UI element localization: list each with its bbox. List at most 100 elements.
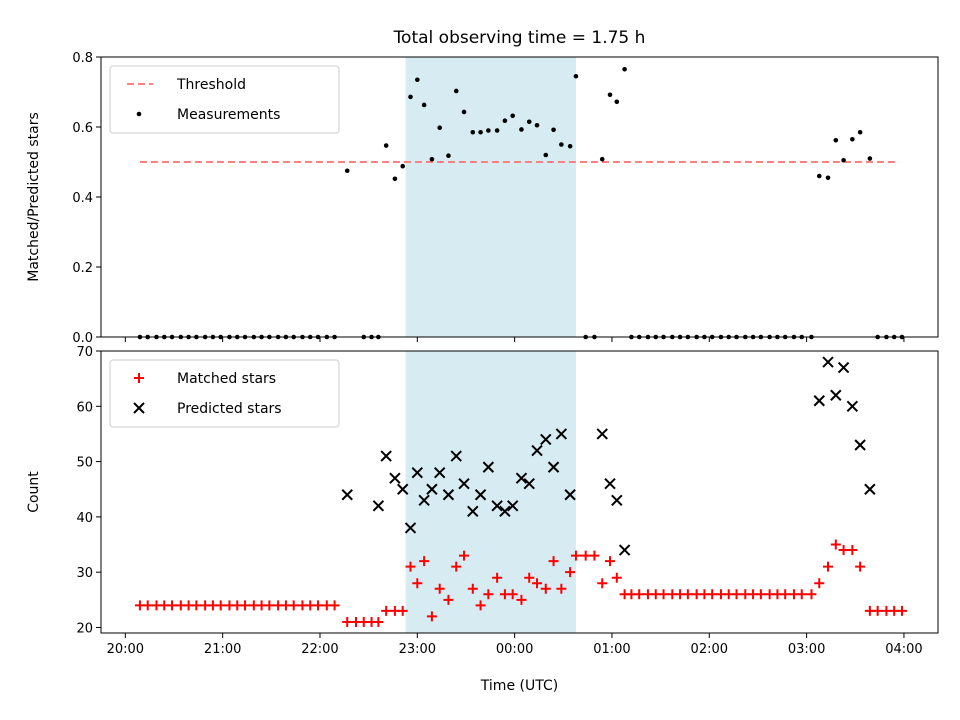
data-point [412, 578, 423, 589]
data-point [543, 152, 549, 158]
data-point [618, 544, 631, 556]
data-point [344, 168, 350, 174]
data-point [191, 600, 202, 611]
data-point [532, 578, 543, 589]
data-point [796, 589, 807, 600]
data-point [467, 583, 478, 594]
x-tick-label: 21:00 [204, 642, 241, 657]
x-tick-label: 02:00 [691, 642, 728, 657]
x-tick-label: 00:00 [496, 642, 533, 657]
data-point [780, 589, 791, 600]
data-point [506, 500, 519, 512]
data-point [813, 395, 825, 407]
data-point [515, 472, 528, 484]
data-point [755, 589, 766, 600]
data-point [555, 428, 568, 440]
data-point [411, 466, 424, 479]
legend-label: Predicted stars [177, 401, 282, 417]
data-point [426, 483, 438, 495]
data-point [446, 153, 451, 158]
data-point [548, 556, 559, 567]
x-tick-label: 01:00 [593, 642, 630, 657]
data-point [823, 561, 834, 572]
legend-label: Measurements [177, 107, 280, 123]
data-point [605, 556, 616, 567]
top-panel: 0.0 0.2 0.4 0.6 0.8 Total observing time = 1.… [26, 28, 939, 346]
legend: Matched stars Predicted stars [109, 359, 340, 428]
data-point [816, 173, 822, 179]
data-point [475, 600, 486, 611]
data-point [467, 505, 479, 518]
data-point [864, 483, 876, 495]
data-point [389, 472, 401, 484]
data-point [443, 594, 454, 605]
y-tick-label: 60 [76, 400, 93, 415]
y-tick-label: 30 [76, 566, 93, 581]
data-point [397, 605, 408, 616]
data-point [486, 128, 491, 133]
data-point [341, 489, 353, 501]
data-point [611, 494, 623, 507]
y-axis-label: Count [26, 471, 42, 513]
y-tick-label: 0.4 [72, 191, 93, 206]
data-point [573, 73, 579, 79]
data-point [707, 589, 718, 600]
axes-frame [100, 350, 939, 634]
data-point [855, 561, 866, 572]
data-point [215, 600, 226, 611]
data-point [551, 127, 556, 133]
data-point [442, 489, 455, 501]
legend-marker [134, 373, 144, 383]
data-point [822, 356, 834, 368]
data-point [404, 522, 417, 534]
data-point [408, 94, 413, 100]
data-point [540, 433, 552, 446]
data-point [806, 589, 817, 600]
data-point [833, 138, 839, 143]
data-point [846, 400, 859, 413]
data-point [841, 157, 846, 163]
data-point [854, 439, 866, 451]
data-point [264, 600, 275, 611]
data-point [491, 500, 503, 512]
data-point [534, 122, 540, 128]
data-point [507, 589, 518, 600]
data-point [433, 466, 446, 479]
data-point [373, 616, 384, 627]
data-point [450, 450, 462, 462]
legend-marker [136, 111, 142, 117]
data-point [499, 505, 511, 518]
data-point [451, 561, 462, 572]
data-point [381, 605, 392, 616]
data-point [470, 129, 476, 135]
data-point [405, 561, 416, 572]
data-point [519, 127, 524, 132]
y-tick-label: 0.8 [72, 51, 93, 66]
series-plus [134, 539, 907, 627]
y-tick-label: 70 [76, 345, 93, 360]
data-point [604, 477, 616, 490]
legend-label: Threshold [176, 77, 246, 93]
data-point [830, 539, 841, 550]
data-point [502, 118, 508, 123]
data-point [419, 556, 430, 567]
data-point [415, 77, 420, 83]
data-point [596, 428, 608, 440]
data-point [342, 616, 353, 627]
bottom-panel: 20:00 21:00 22:00 23:00 00:00 01:00 02:00 03:00… [26, 345, 939, 694]
data-point [459, 550, 470, 561]
data-point [838, 545, 849, 556]
data-point [383, 143, 389, 148]
data-point [523, 477, 535, 490]
data-point [478, 129, 483, 135]
data-point [313, 600, 324, 611]
data-point [896, 605, 907, 616]
data-point [731, 589, 742, 600]
x-tick-label: 20:00 [107, 642, 144, 657]
x-axis-label: Time (UTC) [480, 678, 558, 694]
data-point [429, 156, 435, 162]
data-point [516, 594, 527, 605]
data-point [434, 583, 445, 594]
data-point [857, 129, 863, 135]
